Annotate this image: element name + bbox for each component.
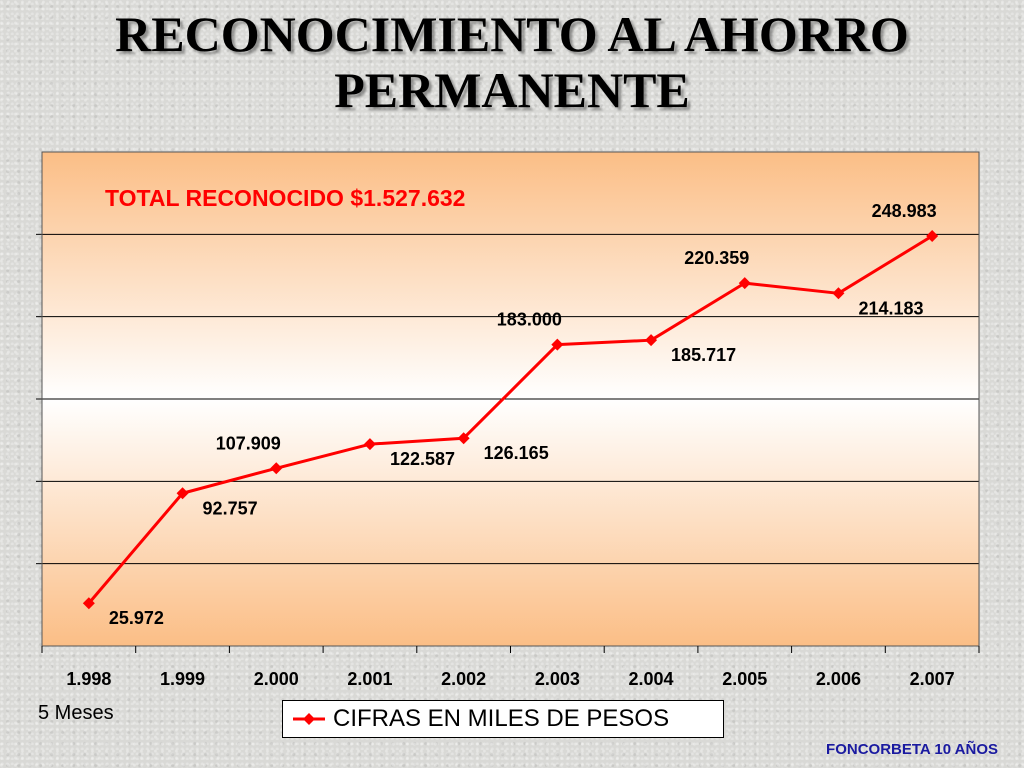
slide-title-line-1: RECONOCIMIENTO AL AHORRO	[115, 6, 909, 62]
chart-annotation: TOTAL RECONOCIDO $1.527.632	[105, 185, 465, 211]
x-axis: 1.998 1.999 2.000 2.001 2.002 2.003 2.004 2.005…	[41, 646, 980, 689]
series-line: 25.972 92.757 107.909 122.587 126.165 183.000…	[82, 201, 939, 628]
data-label: 248.983	[872, 201, 937, 221]
x-tick-label: 1.998	[66, 669, 111, 689]
x-tick-label: 2.006	[816, 669, 861, 689]
data-label: 183.000	[497, 310, 562, 330]
gridlines	[36, 233, 979, 565]
data-label: 92.757	[203, 498, 258, 518]
data-point	[363, 438, 376, 451]
x-tick-label: 1.999	[160, 669, 205, 689]
data-label: 185.717	[671, 345, 736, 365]
period-note: 5 Meses	[38, 702, 114, 724]
data-point	[926, 230, 939, 243]
line-chart: 1.998 1.999 2.000 2.001 2.002 2.003 2.004 2.005…	[36, 151, 980, 689]
data-point	[270, 462, 283, 475]
data-point	[176, 487, 189, 500]
data-label: 107.909	[216, 433, 281, 453]
slide-title: RECONOCIMIENTO AL AHORRO PERMANENTE	[0, 6, 1024, 118]
x-tick-label: 2.000	[254, 669, 299, 689]
data-point	[832, 287, 845, 300]
x-tick-label: 2.005	[722, 669, 767, 689]
data-label: 122.587	[390, 449, 455, 469]
footer-brand: FONCORBETA 10 AÑOS	[826, 741, 998, 758]
data-point	[457, 432, 470, 445]
x-tick-label: 2.002	[441, 669, 486, 689]
chart-legend: CIFRAS EN MILES DE PESOS	[282, 700, 724, 738]
slide-title-line-2: PERMANENTE	[334, 62, 690, 118]
x-tick-label: 2.003	[535, 669, 580, 689]
data-point	[645, 334, 658, 347]
x-tick-label: 2.004	[629, 669, 674, 689]
legend-marker-icon	[293, 713, 325, 725]
data-label: 220.359	[684, 248, 749, 268]
series-path	[87, 234, 933, 605]
legend-label: CIFRAS EN MILES DE PESOS	[333, 705, 670, 732]
data-point	[82, 597, 95, 610]
x-tick-label: 2.001	[347, 669, 392, 689]
x-tick-label: 2.007	[910, 669, 955, 689]
data-label: 25.972	[109, 608, 164, 628]
data-label: 214.183	[858, 298, 923, 318]
data-point	[738, 277, 751, 290]
data-label: 126.165	[484, 443, 549, 463]
data-point	[551, 338, 564, 351]
